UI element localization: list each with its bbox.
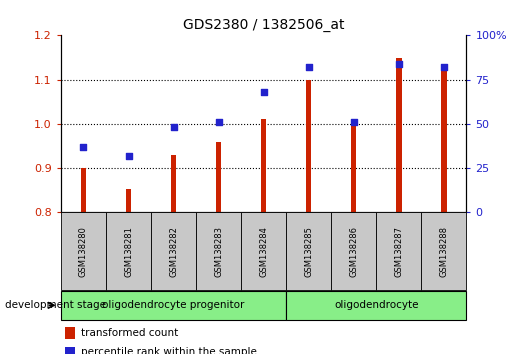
Bar: [61, 212, 106, 290]
Bar: [65, 347, 75, 354]
Bar: [151, 212, 196, 290]
Text: transformed count: transformed count: [81, 328, 179, 338]
Text: development stage: development stage: [5, 300, 107, 310]
Bar: [376, 212, 421, 290]
Bar: [396, 57, 402, 212]
Text: GSM138287: GSM138287: [394, 226, 403, 277]
Text: percentile rank within the sample: percentile rank within the sample: [81, 347, 257, 354]
Point: [394, 61, 403, 67]
Title: GDS2380 / 1382506_at: GDS2380 / 1382506_at: [183, 18, 344, 32]
Bar: [106, 212, 151, 290]
Point: [214, 119, 223, 125]
Text: GSM138281: GSM138281: [124, 226, 133, 277]
Bar: [196, 212, 241, 290]
Point: [259, 89, 268, 95]
Point: [440, 64, 448, 70]
Point: [80, 144, 88, 150]
Text: oligodendrocyte progenitor: oligodendrocyte progenitor: [102, 300, 245, 310]
Text: GSM138286: GSM138286: [349, 226, 358, 277]
Bar: [286, 291, 466, 320]
Text: GSM138283: GSM138283: [214, 226, 223, 277]
Bar: [171, 155, 176, 212]
Bar: [261, 119, 267, 212]
Bar: [61, 291, 286, 320]
Bar: [216, 142, 222, 212]
Text: oligodendrocyte: oligodendrocyte: [334, 300, 419, 310]
Bar: [81, 168, 86, 212]
Bar: [126, 189, 131, 212]
Point: [124, 153, 132, 159]
Bar: [241, 212, 286, 290]
Bar: [441, 67, 447, 212]
Bar: [286, 212, 331, 290]
Text: GSM138285: GSM138285: [304, 226, 313, 277]
Bar: [306, 80, 312, 212]
Bar: [65, 327, 75, 339]
Text: GSM138280: GSM138280: [79, 226, 88, 277]
Bar: [351, 119, 357, 212]
Text: GSM138282: GSM138282: [169, 226, 178, 277]
Point: [350, 119, 358, 125]
Bar: [331, 212, 376, 290]
Point: [304, 64, 313, 70]
Text: GSM138284: GSM138284: [259, 226, 268, 277]
Point: [169, 125, 178, 130]
Bar: [421, 212, 466, 290]
Text: GSM138288: GSM138288: [439, 226, 448, 277]
